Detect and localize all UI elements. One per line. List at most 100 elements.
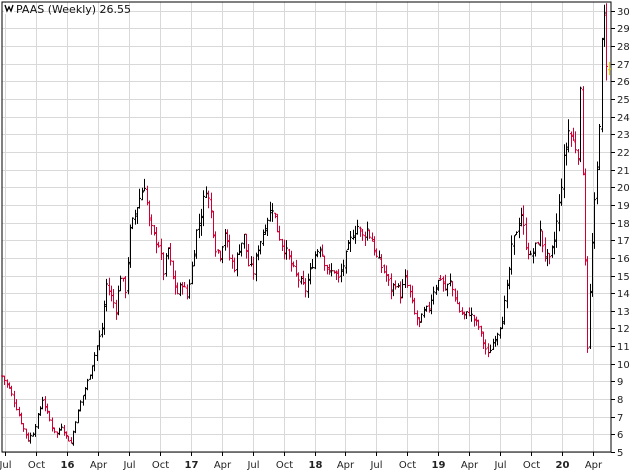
candle: [548, 252, 551, 265]
candle: [461, 307, 464, 315]
candle: [138, 188, 141, 209]
candle: [439, 274, 442, 281]
candle: [70, 437, 73, 444]
candle: [86, 378, 89, 391]
grid-vertical: [5, 2, 594, 452]
candle: [437, 279, 440, 291]
candle: [589, 283, 592, 349]
x-tick-label: 16: [61, 460, 75, 471]
candle: [143, 178, 146, 192]
candle: [150, 214, 153, 235]
candle: [385, 265, 388, 282]
candle: [420, 313, 423, 323]
candle: [124, 276, 127, 299]
x-tick-label: Oct: [28, 460, 45, 471]
candle: [574, 131, 577, 154]
candle: [489, 344, 492, 354]
candle: [307, 273, 310, 298]
grid-horizontal: [2, 11, 611, 453]
candle: [340, 263, 343, 283]
candle: [366, 221, 369, 241]
candle: [134, 209, 137, 225]
candle: [378, 250, 381, 259]
candle: [252, 256, 255, 280]
candle: [297, 272, 300, 288]
candle: [449, 273, 452, 287]
candle: [255, 252, 258, 282]
candle: [103, 300, 106, 335]
candle: [570, 131, 573, 147]
candle: [176, 282, 179, 295]
candle: [15, 399, 18, 411]
candle: [371, 232, 374, 242]
candle: [539, 220, 542, 247]
candle: [416, 310, 419, 326]
candle: [207, 190, 210, 209]
x-tick-label: Jul: [493, 460, 506, 471]
candle: [390, 273, 393, 300]
candle: [601, 37, 604, 133]
candle: [328, 264, 331, 275]
candle: [56, 431, 59, 438]
candle: [482, 331, 485, 350]
candle: [101, 322, 104, 338]
candle: [473, 314, 476, 327]
candle: [555, 213, 558, 248]
candle: [302, 270, 305, 285]
candle: [560, 178, 563, 206]
x-tick-label: Apr: [461, 460, 479, 471]
candle: [321, 244, 324, 257]
candle: [200, 208, 203, 236]
y-tick-label: 9: [617, 377, 623, 388]
candle: [22, 423, 25, 432]
candle: [3, 375, 6, 385]
candle: [155, 226, 158, 254]
candle: [169, 242, 172, 266]
candle: [541, 230, 544, 253]
candle: [162, 252, 165, 281]
candle: [470, 307, 473, 322]
candle: [311, 258, 314, 269]
x-tick-label: 20: [556, 460, 570, 471]
candle: [278, 225, 281, 241]
candle: [245, 233, 248, 259]
candle: [435, 284, 438, 295]
candle: [131, 217, 134, 230]
x-tick-label: 18: [309, 460, 323, 471]
candle: [537, 241, 540, 245]
candle: [392, 283, 395, 297]
chart-title-group: PAAS (Weekly) 26.55: [4, 3, 131, 16]
candle: [544, 237, 547, 262]
candle: [259, 240, 262, 255]
x-tick-label: Oct: [523, 460, 540, 471]
candle: [115, 299, 118, 320]
candle: [380, 254, 383, 274]
candle: [212, 210, 215, 239]
candle: [510, 235, 513, 275]
candle: [210, 192, 213, 219]
y-tick-label: 25: [617, 95, 630, 106]
x-tick-label: 19: [432, 460, 446, 471]
candle: [551, 245, 554, 258]
y-tick-label: 8: [617, 395, 623, 406]
x-tick-label: Apr: [214, 460, 232, 471]
candle: [484, 339, 487, 355]
candle: [300, 275, 303, 285]
candle: [503, 295, 506, 325]
candle: [345, 250, 348, 274]
logo-icon: [4, 4, 14, 13]
candle: [446, 283, 449, 297]
y-tick-label: 11: [617, 342, 630, 353]
y-tick-label: 19: [617, 201, 630, 212]
x-tick-label: Jul: [0, 460, 12, 471]
candle: [39, 406, 42, 416]
x-tick-label: Apr: [337, 460, 355, 471]
candle: [214, 231, 217, 257]
candle: [195, 229, 198, 259]
candle: [518, 217, 521, 239]
y-tick-label: 7: [617, 413, 623, 424]
candles: [1, 3, 611, 446]
candle: [167, 247, 170, 260]
